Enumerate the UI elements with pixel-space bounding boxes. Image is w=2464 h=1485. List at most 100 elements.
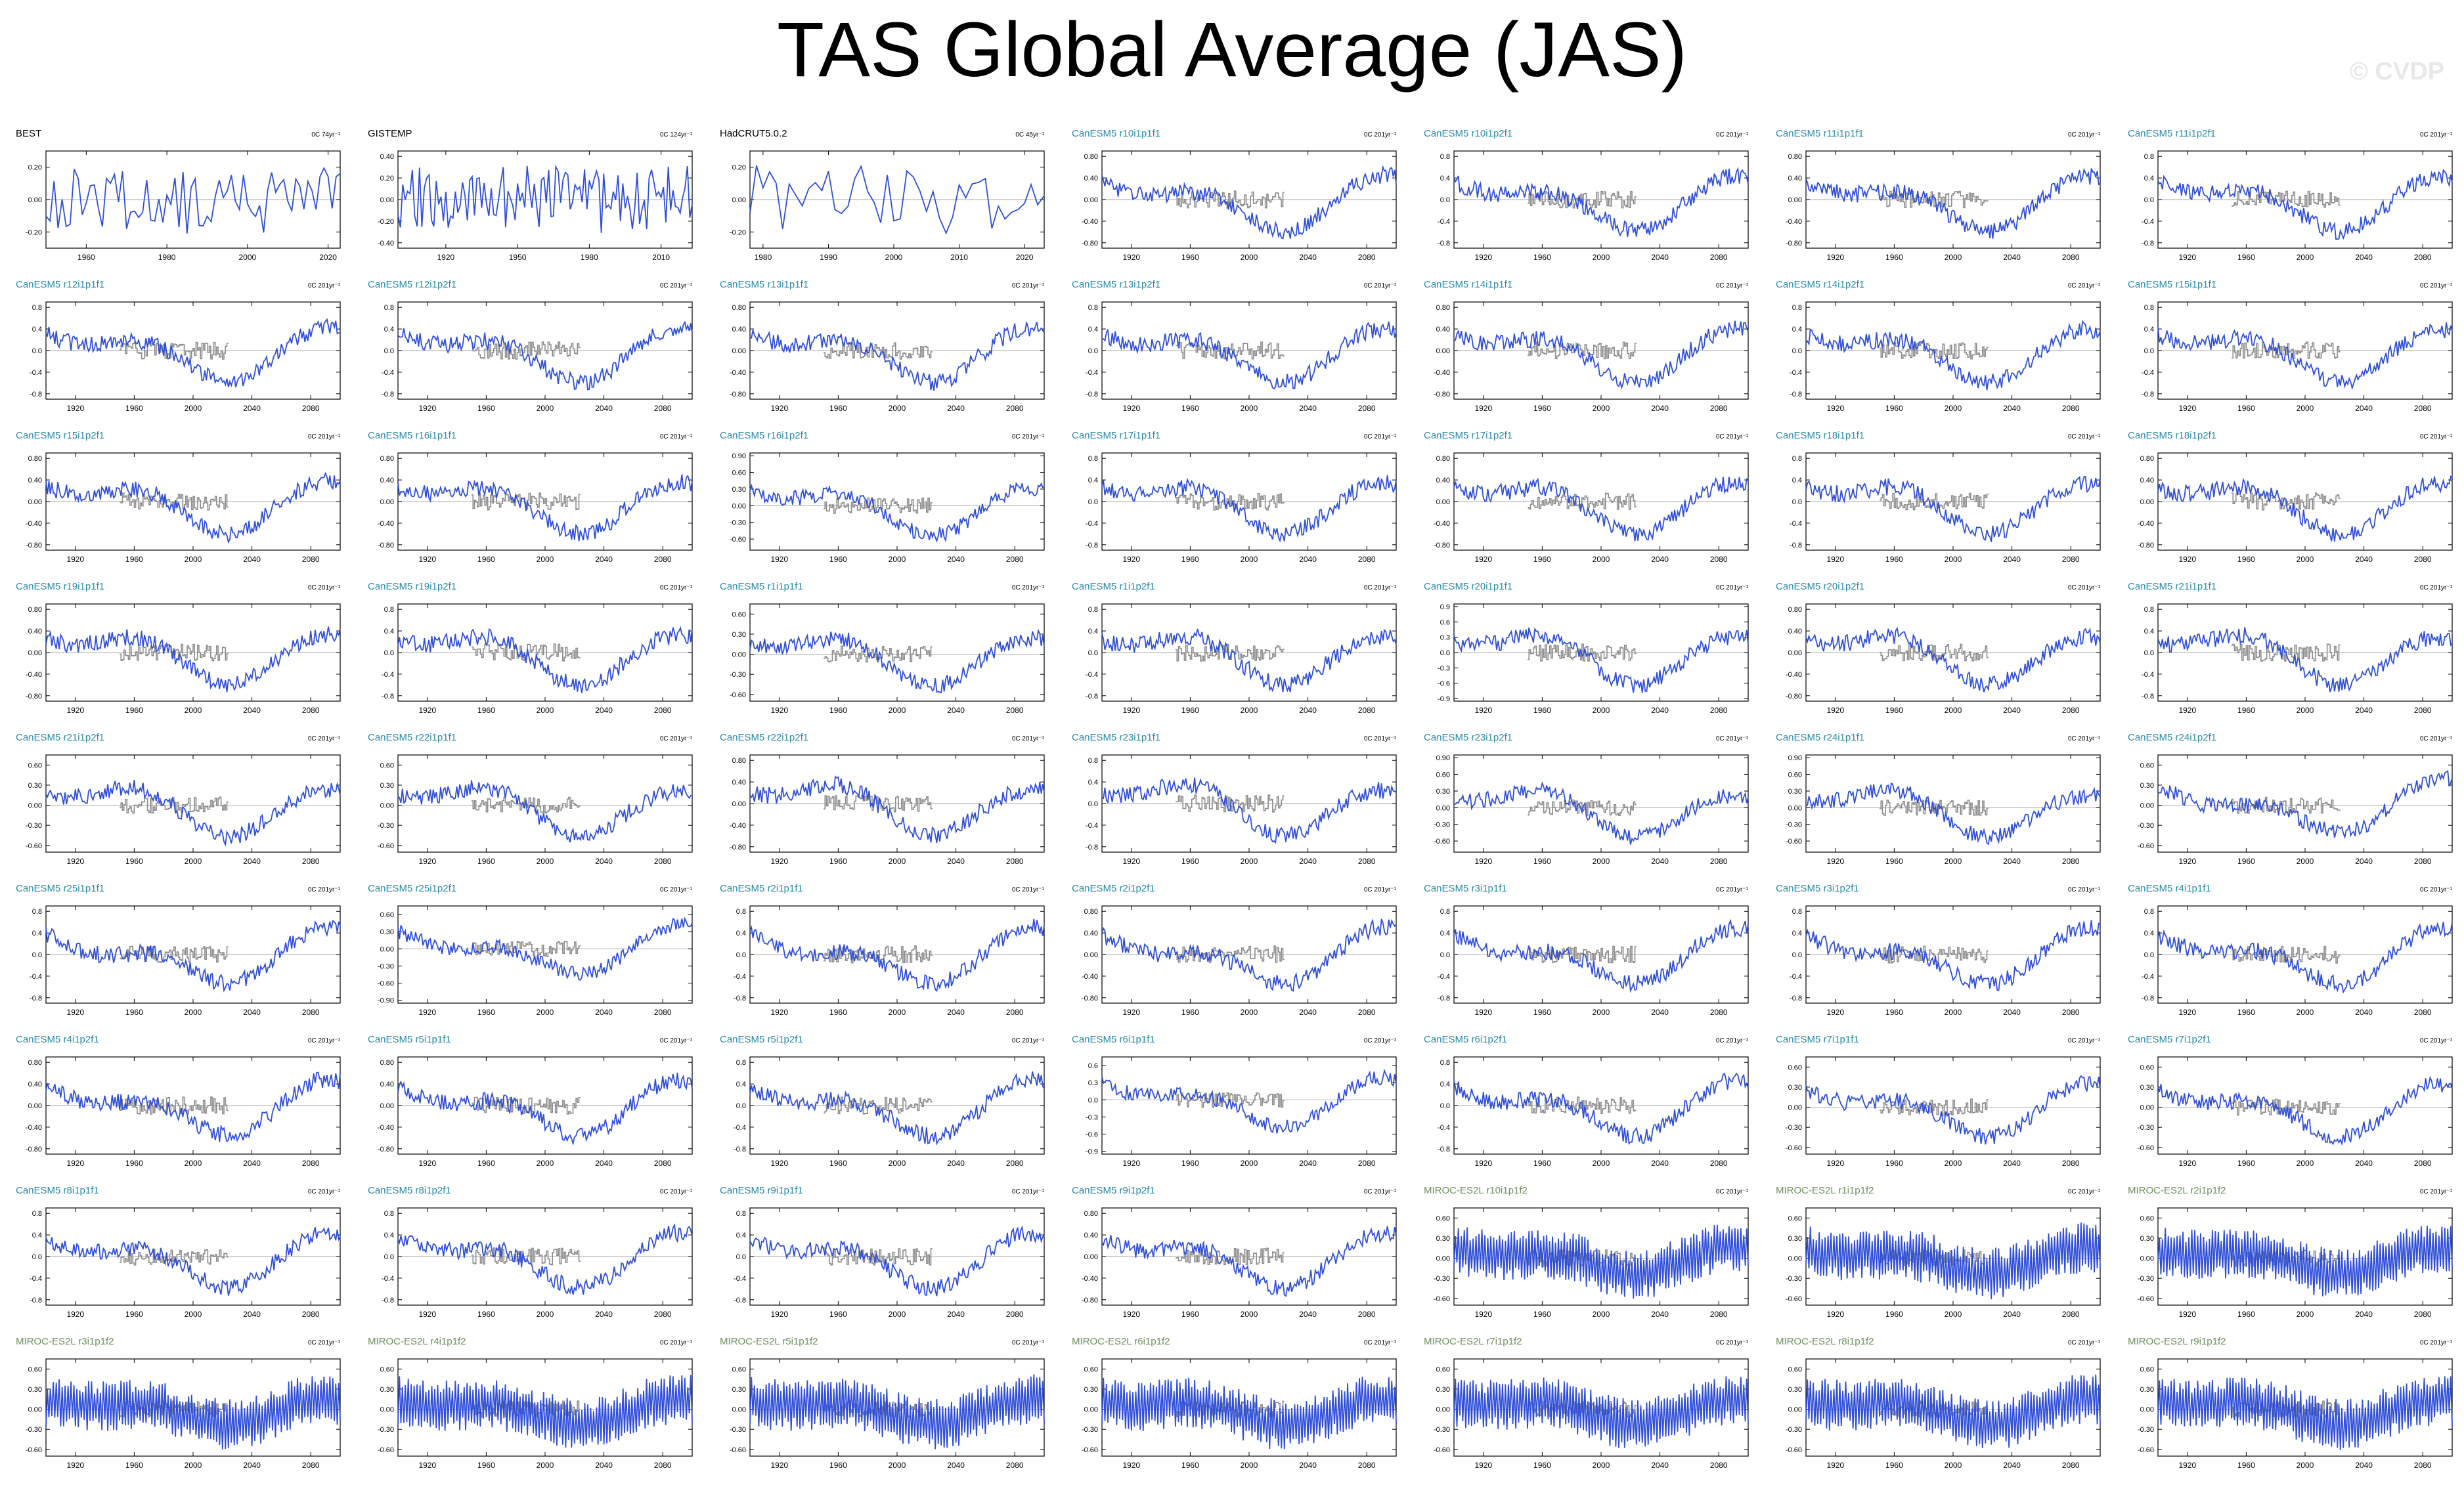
x-tick-label: 2000 <box>185 1310 202 1319</box>
chart-panel: CanESM5 r2i1p1f1 0C 201yr⁻¹ 0.8 0.4 0.0 -0.4 -… <box>720 883 1045 1017</box>
series-line <box>397 1072 693 1146</box>
y-tick-label: -0.4 <box>30 973 42 981</box>
y-tick-label: 0.4 <box>32 1232 42 1239</box>
x-tick-label: 1920 <box>1122 1008 1140 1017</box>
panel-label: CanESM5 r5i1p2f1 <box>720 1034 803 1045</box>
observed-series-line <box>1880 945 1989 964</box>
panel-label: MIROC-ES2L r8i1p1f2 <box>1776 1336 1874 1347</box>
chart-panel: BEST 0C 74yr⁻¹ 0.20 0.00 -0.20 1960 1980 2000 20… <box>16 128 341 262</box>
plot-frame <box>1101 1056 1397 1155</box>
x-tick-label: 1960 <box>125 1008 143 1017</box>
y-tick-label: 0.0 <box>2144 347 2154 355</box>
panel-label: CanESM5 r3i1p2f1 <box>1776 883 1859 894</box>
y-tick-label: -0.60 <box>26 842 42 850</box>
panel-label: CanESM5 r15i1p1f1 <box>2128 279 2216 290</box>
x-tick-label: 1920 <box>2178 555 2196 564</box>
series-line <box>397 626 693 693</box>
x-tick-label: 1920 <box>1122 555 1140 564</box>
x-tick-label: 1960 <box>829 1159 847 1168</box>
y-tick-label: -0.60 <box>1786 1446 1802 1454</box>
y-tick-label: 0.0 <box>736 1253 746 1261</box>
y-tick-label: -0.4 <box>734 973 746 981</box>
panel-trend-label: 0C 201yr⁻¹ <box>1716 1339 1749 1346</box>
x-tick-label: 2000 <box>889 706 906 715</box>
x-tick-label: 1920 <box>418 706 436 715</box>
panel-trend-label: 0C 201yr⁻¹ <box>1012 735 1045 742</box>
y-tick-label: 0.8 <box>2144 908 2154 916</box>
panel-trend-label: 0C 201yr⁻¹ <box>1364 1339 1397 1346</box>
x-tick-label: 2080 <box>1006 404 1024 413</box>
y-tick-label: 0.4 <box>1088 628 1098 635</box>
y-tick-label: 0.8 <box>32 1210 42 1218</box>
x-tick-label: 1960 <box>1533 706 1551 715</box>
y-tick-label: 0.40 <box>28 1081 42 1088</box>
y-tick-label: -0.4 <box>1086 822 1098 830</box>
y-tick-label: 0.0 <box>384 649 394 657</box>
y-tick-label: -0.60 <box>730 1446 746 1454</box>
y-tick-label: 0.8 <box>736 1210 746 1218</box>
chart-panel: CanESM5 r13i1p2f1 0C 201yr⁻¹ 0.8 0.4 0.0 -0.4… <box>1072 279 1397 413</box>
x-tick-label: 2080 <box>2414 555 2432 564</box>
y-tick-label: -0.8 <box>734 995 746 1002</box>
y-tick-label: -0.4 <box>382 671 394 679</box>
y-tick-label: 0.0 <box>1440 196 1450 204</box>
y-tick-label: -0.8 <box>30 995 42 1002</box>
y-tick-label: 0.4 <box>1088 326 1098 334</box>
x-tick-label: 1960 <box>125 1310 143 1319</box>
x-tick-label: 2080 <box>654 857 672 866</box>
plot-frame <box>1453 754 1749 853</box>
panel-trend-label: 0C 201yr⁻¹ <box>1364 584 1397 592</box>
x-tick-label: 1920 <box>418 1159 436 1168</box>
y-tick-label: -0.8 <box>1438 995 1450 1002</box>
y-tick-label: 0.00 <box>1436 804 1450 812</box>
x-tick-label: 2040 <box>1651 253 1669 262</box>
series-line <box>1101 1069 1397 1134</box>
x-tick-label: 2000 <box>1945 857 1962 866</box>
x-tick-label: 2080 <box>1710 555 1728 564</box>
chart-panel: MIROC-ES2L r2i1p1f2 0C 201yr⁻¹ 0.60 0.30 0.0… <box>2128 1185 2453 1319</box>
x-tick-label: 2000 <box>1241 857 1258 866</box>
chart-panel: CanESM5 r15i1p2f1 0C 201yr⁻¹ 0.80 0.40 0.00 -… <box>16 430 341 564</box>
x-tick-label: 2080 <box>1006 857 1024 866</box>
y-tick-label: 0.80 <box>380 1059 394 1067</box>
x-tick-label: 2040 <box>947 555 965 564</box>
y-tick-label: 0.00 <box>380 498 394 506</box>
x-tick-label: 2000 <box>185 1461 202 1470</box>
x-tick-label: 2040 <box>1299 706 1317 715</box>
x-tick-label: 2080 <box>1710 857 1728 866</box>
y-tick-label: -0.60 <box>1786 1295 1802 1303</box>
panel-trend-label: 0C 201yr⁻¹ <box>660 1339 693 1346</box>
series-line <box>749 481 1045 543</box>
panel-trend-label: 0C 201yr⁻¹ <box>1364 1037 1397 1044</box>
y-tick-label: -0.40 <box>1082 1275 1098 1283</box>
y-tick-label: 0.60 <box>1788 1064 1802 1071</box>
y-tick-label: 0.8 <box>32 304 42 312</box>
x-tick-label: 2000 <box>1593 706 1610 715</box>
x-tick-label: 2080 <box>654 1008 672 1017</box>
y-tick-label: 0.80 <box>732 757 746 765</box>
series-line <box>45 626 341 693</box>
x-tick-label: 2080 <box>1358 555 1376 564</box>
observed-series-line <box>1528 643 1637 662</box>
observed-series-line <box>120 643 229 662</box>
y-tick-label: 0.60 <box>1436 771 1450 779</box>
x-tick-label: 1920 <box>770 1008 788 1017</box>
x-tick-label: 2040 <box>243 706 261 715</box>
observed-series-line <box>1528 341 1637 360</box>
y-tick-label: 0.00 <box>380 1102 394 1110</box>
y-tick-label: -0.40 <box>2138 520 2154 528</box>
x-tick-label: 2040 <box>2003 555 2021 564</box>
y-tick-label: 0.00 <box>380 945 394 953</box>
y-tick-label: 0.8 <box>1088 455 1098 463</box>
panel-trend-label: 0C 201yr⁻¹ <box>2068 886 2101 893</box>
x-tick-label: 1920 <box>2178 253 2196 262</box>
x-tick-label: 2000 <box>2297 1008 2314 1017</box>
x-tick-label: 1920 <box>1826 1310 1844 1319</box>
x-tick-label: 2040 <box>243 1008 261 1017</box>
y-tick-label: -0.4 <box>2142 369 2154 377</box>
observed-series-line <box>120 796 229 814</box>
chart-panel: CanESM5 r12i1p2f1 0C 201yr⁻¹ 0.8 0.4 0.0 -0.4… <box>368 279 693 413</box>
x-tick-label: 1960 <box>1181 857 1199 866</box>
y-tick-label: -0.40 <box>1082 218 1098 226</box>
series-line <box>2157 169 2453 240</box>
